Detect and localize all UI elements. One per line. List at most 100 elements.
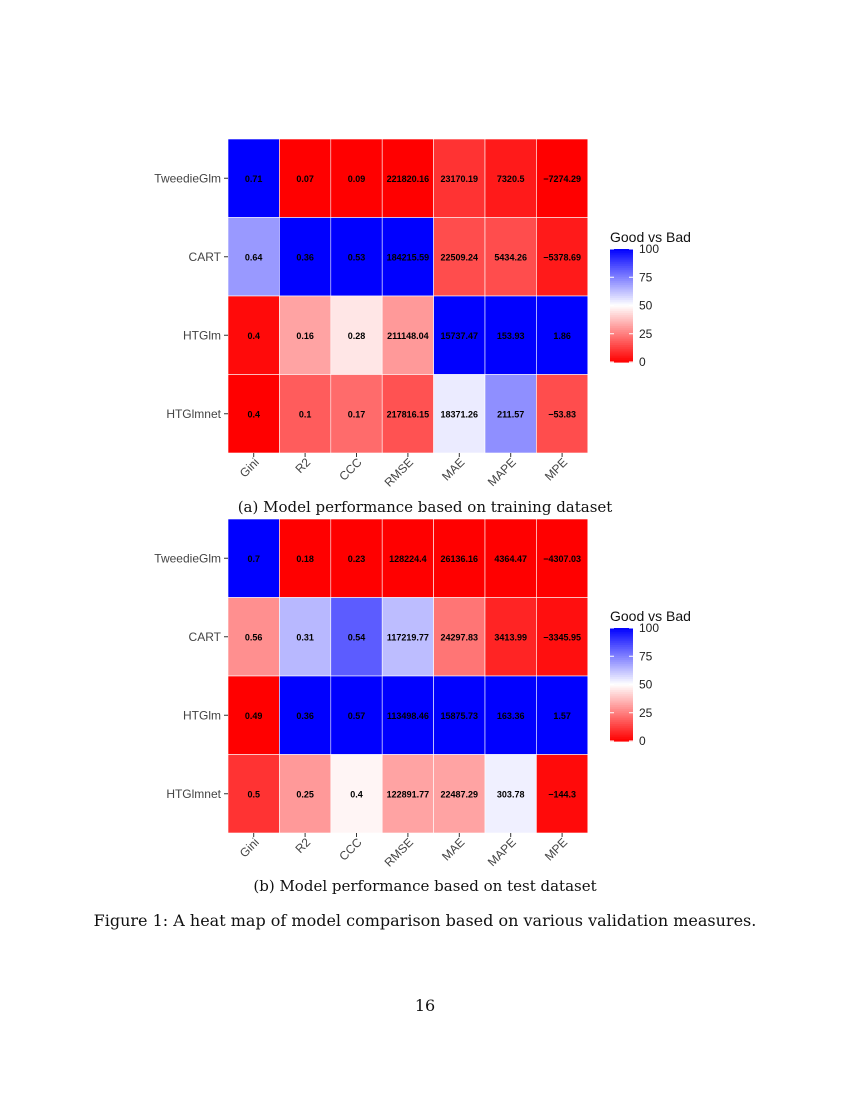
heatmap-cell: [279, 754, 332, 834]
legend-gradient-step: [610, 731, 633, 735]
heatmap-cell: [433, 675, 486, 755]
heatmap-cell: [330, 754, 383, 834]
legend-gradient-step: [610, 258, 633, 261]
heatmap-cell: [279, 374, 332, 454]
cell-value-label: 4364.47: [494, 554, 527, 564]
y-tick-label: TweedieGlm: [154, 171, 221, 185]
cell-value-label: 122891.77: [387, 789, 430, 799]
legend-gradient-step: [610, 252, 633, 256]
legend-gradient-step: [610, 337, 633, 340]
legend-gradient-step: [610, 739, 633, 742]
cell-value-label: 0.16: [296, 331, 314, 341]
x-tick-label: RMSE: [382, 835, 416, 869]
legend-gradient-step: [610, 326, 633, 329]
legend-gradient-step: [610, 712, 633, 716]
legend-gradient-step: [610, 727, 633, 731]
legend-gradient-step: [610, 667, 633, 671]
cell-value-label: 1.86: [553, 331, 571, 341]
legend-gradient-step: [610, 265, 633, 269]
cell-value-label: 163.36: [497, 711, 525, 721]
legend-gradient-step: [610, 682, 633, 686]
legend-gradient-step: [610, 701, 633, 704]
legend-gradient-step: [610, 680, 633, 684]
legend-gradient-step: [610, 311, 633, 314]
cell-value-label: −3345.95: [543, 632, 581, 642]
legend-gradient-step: [610, 635, 633, 639]
legend-gradient-step: [610, 665, 633, 669]
legend-gradient-step: [610, 699, 633, 703]
legend-gradient-step: [610, 724, 633, 727]
legend-gradient-step: [610, 686, 633, 689]
cell-value-label: 0.53: [348, 252, 366, 262]
heatmap-cell: [279, 138, 332, 218]
legend-gradient-step: [610, 714, 633, 718]
heatmap-cell: [381, 374, 434, 454]
heatmap-cell: [227, 675, 280, 755]
cell-value-label: 0.36: [296, 252, 314, 262]
cell-value-label: 0.09: [348, 174, 366, 184]
cell-value-label: 211148.04: [387, 331, 429, 341]
heatmap-cell: [484, 518, 537, 598]
heatmap-cell: [536, 675, 589, 755]
legend-tick-label: 0: [639, 734, 646, 748]
cell-value-label: 22487.29: [441, 789, 479, 799]
legend-gradient-step: [610, 660, 633, 663]
cell-value-label: 5434.26: [494, 252, 527, 262]
heatmap-cell: [536, 217, 589, 297]
legend-gradient-step: [610, 294, 633, 297]
cell-value-label: −144.3: [548, 789, 576, 799]
legend-gradient-step: [610, 297, 633, 301]
heatmap-cell: [227, 597, 280, 677]
legend-gradient-step: [610, 307, 633, 310]
legend-gradient-step: [610, 360, 633, 363]
cell-value-label: −4307.03: [543, 554, 581, 564]
heatmap-cell: [381, 675, 434, 755]
x-tick-label: MPE: [542, 835, 570, 863]
legend-gradient-step: [610, 292, 633, 295]
legend-tick-label: 75: [639, 270, 653, 284]
heatmap-cell: [433, 597, 486, 677]
legend-gradient-step: [610, 320, 633, 324]
cell-value-label: −7274.29: [543, 174, 581, 184]
cell-value-label: 0.07: [296, 174, 314, 184]
legend-gradient-step: [610, 309, 633, 312]
legend-gradient-step: [610, 262, 633, 265]
legend-gradient-step: [610, 256, 633, 260]
legend-tick-label: 75: [639, 649, 653, 663]
subcaption-b: (b) Model performance based on test data…: [253, 877, 597, 895]
heatmap-cell: [330, 518, 383, 598]
legend-tick-label: 100: [639, 621, 659, 635]
heatmap-cell: [279, 675, 332, 755]
cell-value-label: −5378.69: [543, 252, 581, 262]
legend-gradient-step: [610, 264, 633, 267]
legend-gradient-step: [610, 346, 633, 350]
legend-gradient-step: [610, 669, 633, 672]
cell-value-label: 0.54: [348, 632, 366, 642]
cell-value-label: 153.93: [497, 331, 525, 341]
cell-value-label: 26136.16: [441, 554, 479, 564]
legend-tick-label: 25: [639, 327, 653, 341]
legend-gradient-step: [610, 703, 633, 706]
y-tick-label: TweedieGlm: [154, 551, 221, 565]
legend-gradient-step: [610, 281, 633, 284]
cell-value-label: 24297.83: [441, 632, 479, 642]
heatmap-cell: [279, 295, 332, 375]
cell-value-label: 0.71: [245, 174, 263, 184]
legend-gradient-step: [610, 628, 633, 631]
legend-gradient-step: [610, 254, 633, 258]
heatmap-cell: [484, 754, 537, 834]
legend-gradient-step: [610, 356, 633, 359]
heatmap-cell: [536, 754, 589, 834]
legend-gradient-step: [610, 313, 633, 316]
legend-tick-label: 50: [639, 678, 653, 692]
heatmap-cell: [536, 597, 589, 677]
legend-gradient-step: [610, 684, 633, 687]
legend-gradient-step: [610, 708, 633, 712]
legend-gradient-step: [610, 710, 633, 714]
legend-gradient-step: [610, 707, 633, 710]
legend-gradient-step: [610, 661, 633, 665]
x-tick-label: R2: [292, 835, 313, 856]
y-tick-label: CART: [189, 630, 222, 644]
y-tick-label: HTGlmnet: [166, 407, 221, 421]
legend-gradient-step: [610, 269, 633, 273]
